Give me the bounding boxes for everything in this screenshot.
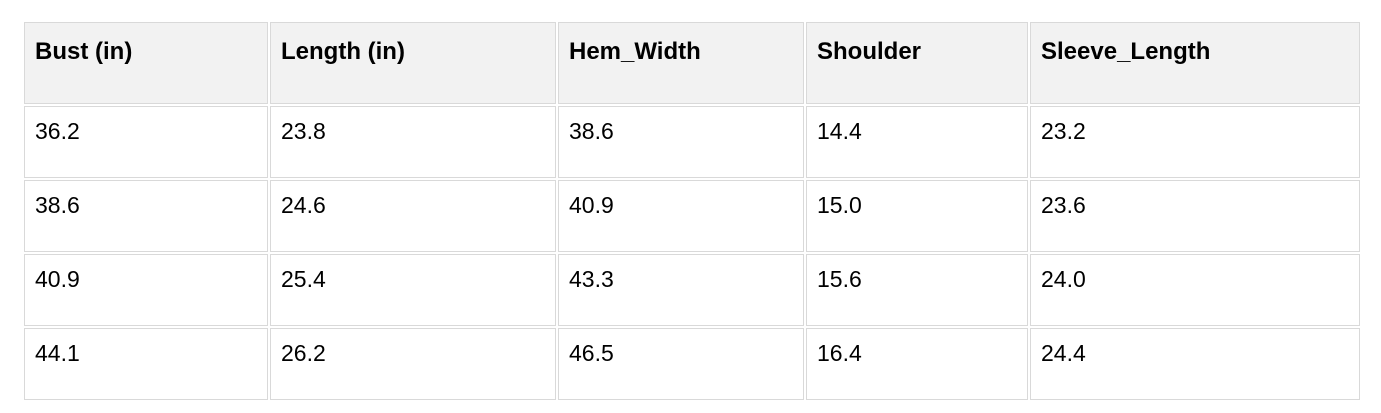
table-cell-shoulder: 14.4 [806, 106, 1028, 178]
table-cell-bust: 38.6 [24, 180, 268, 252]
table-cell-length: 23.8 [270, 106, 556, 178]
table-row: 36.2 23.8 38.6 14.4 23.2 [24, 106, 1360, 178]
table-cell-shoulder: 15.6 [806, 254, 1028, 326]
table-cell-hem-width: 46.5 [558, 328, 804, 400]
table-cell-hem-width: 40.9 [558, 180, 804, 252]
table-cell-length: 26.2 [270, 328, 556, 400]
table-cell-shoulder: 15.0 [806, 180, 1028, 252]
table-cell-sleeve-length: 23.2 [1030, 106, 1360, 178]
column-header-length: Length (in) [270, 22, 556, 104]
table-cell-bust: 36.2 [24, 106, 268, 178]
table-row: 44.1 26.2 46.5 16.4 24.4 [24, 328, 1360, 400]
table-cell-hem-width: 43.3 [558, 254, 804, 326]
table-cell-length: 25.4 [270, 254, 556, 326]
table-cell-sleeve-length: 24.0 [1030, 254, 1360, 326]
column-header-bust: Bust (in) [24, 22, 268, 104]
table-cell-shoulder: 16.4 [806, 328, 1028, 400]
table-row: 38.6 24.6 40.9 15.0 23.6 [24, 180, 1360, 252]
size-measurements-table: Bust (in) Length (in) Hem_Width Shoulder… [22, 20, 1362, 402]
table-cell-bust: 44.1 [24, 328, 268, 400]
column-header-hem-width: Hem_Width [558, 22, 804, 104]
header-row: Bust (in) Length (in) Hem_Width Shoulder… [24, 22, 1360, 104]
column-header-shoulder: Shoulder [806, 22, 1028, 104]
column-header-sleeve-length: Sleeve_Length [1030, 22, 1360, 104]
table-cell-sleeve-length: 23.6 [1030, 180, 1360, 252]
table-cell-length: 24.6 [270, 180, 556, 252]
table-cell-bust: 40.9 [24, 254, 268, 326]
table-cell-hem-width: 38.6 [558, 106, 804, 178]
table-row: 40.9 25.4 43.3 15.6 24.0 [24, 254, 1360, 326]
table-cell-sleeve-length: 24.4 [1030, 328, 1360, 400]
